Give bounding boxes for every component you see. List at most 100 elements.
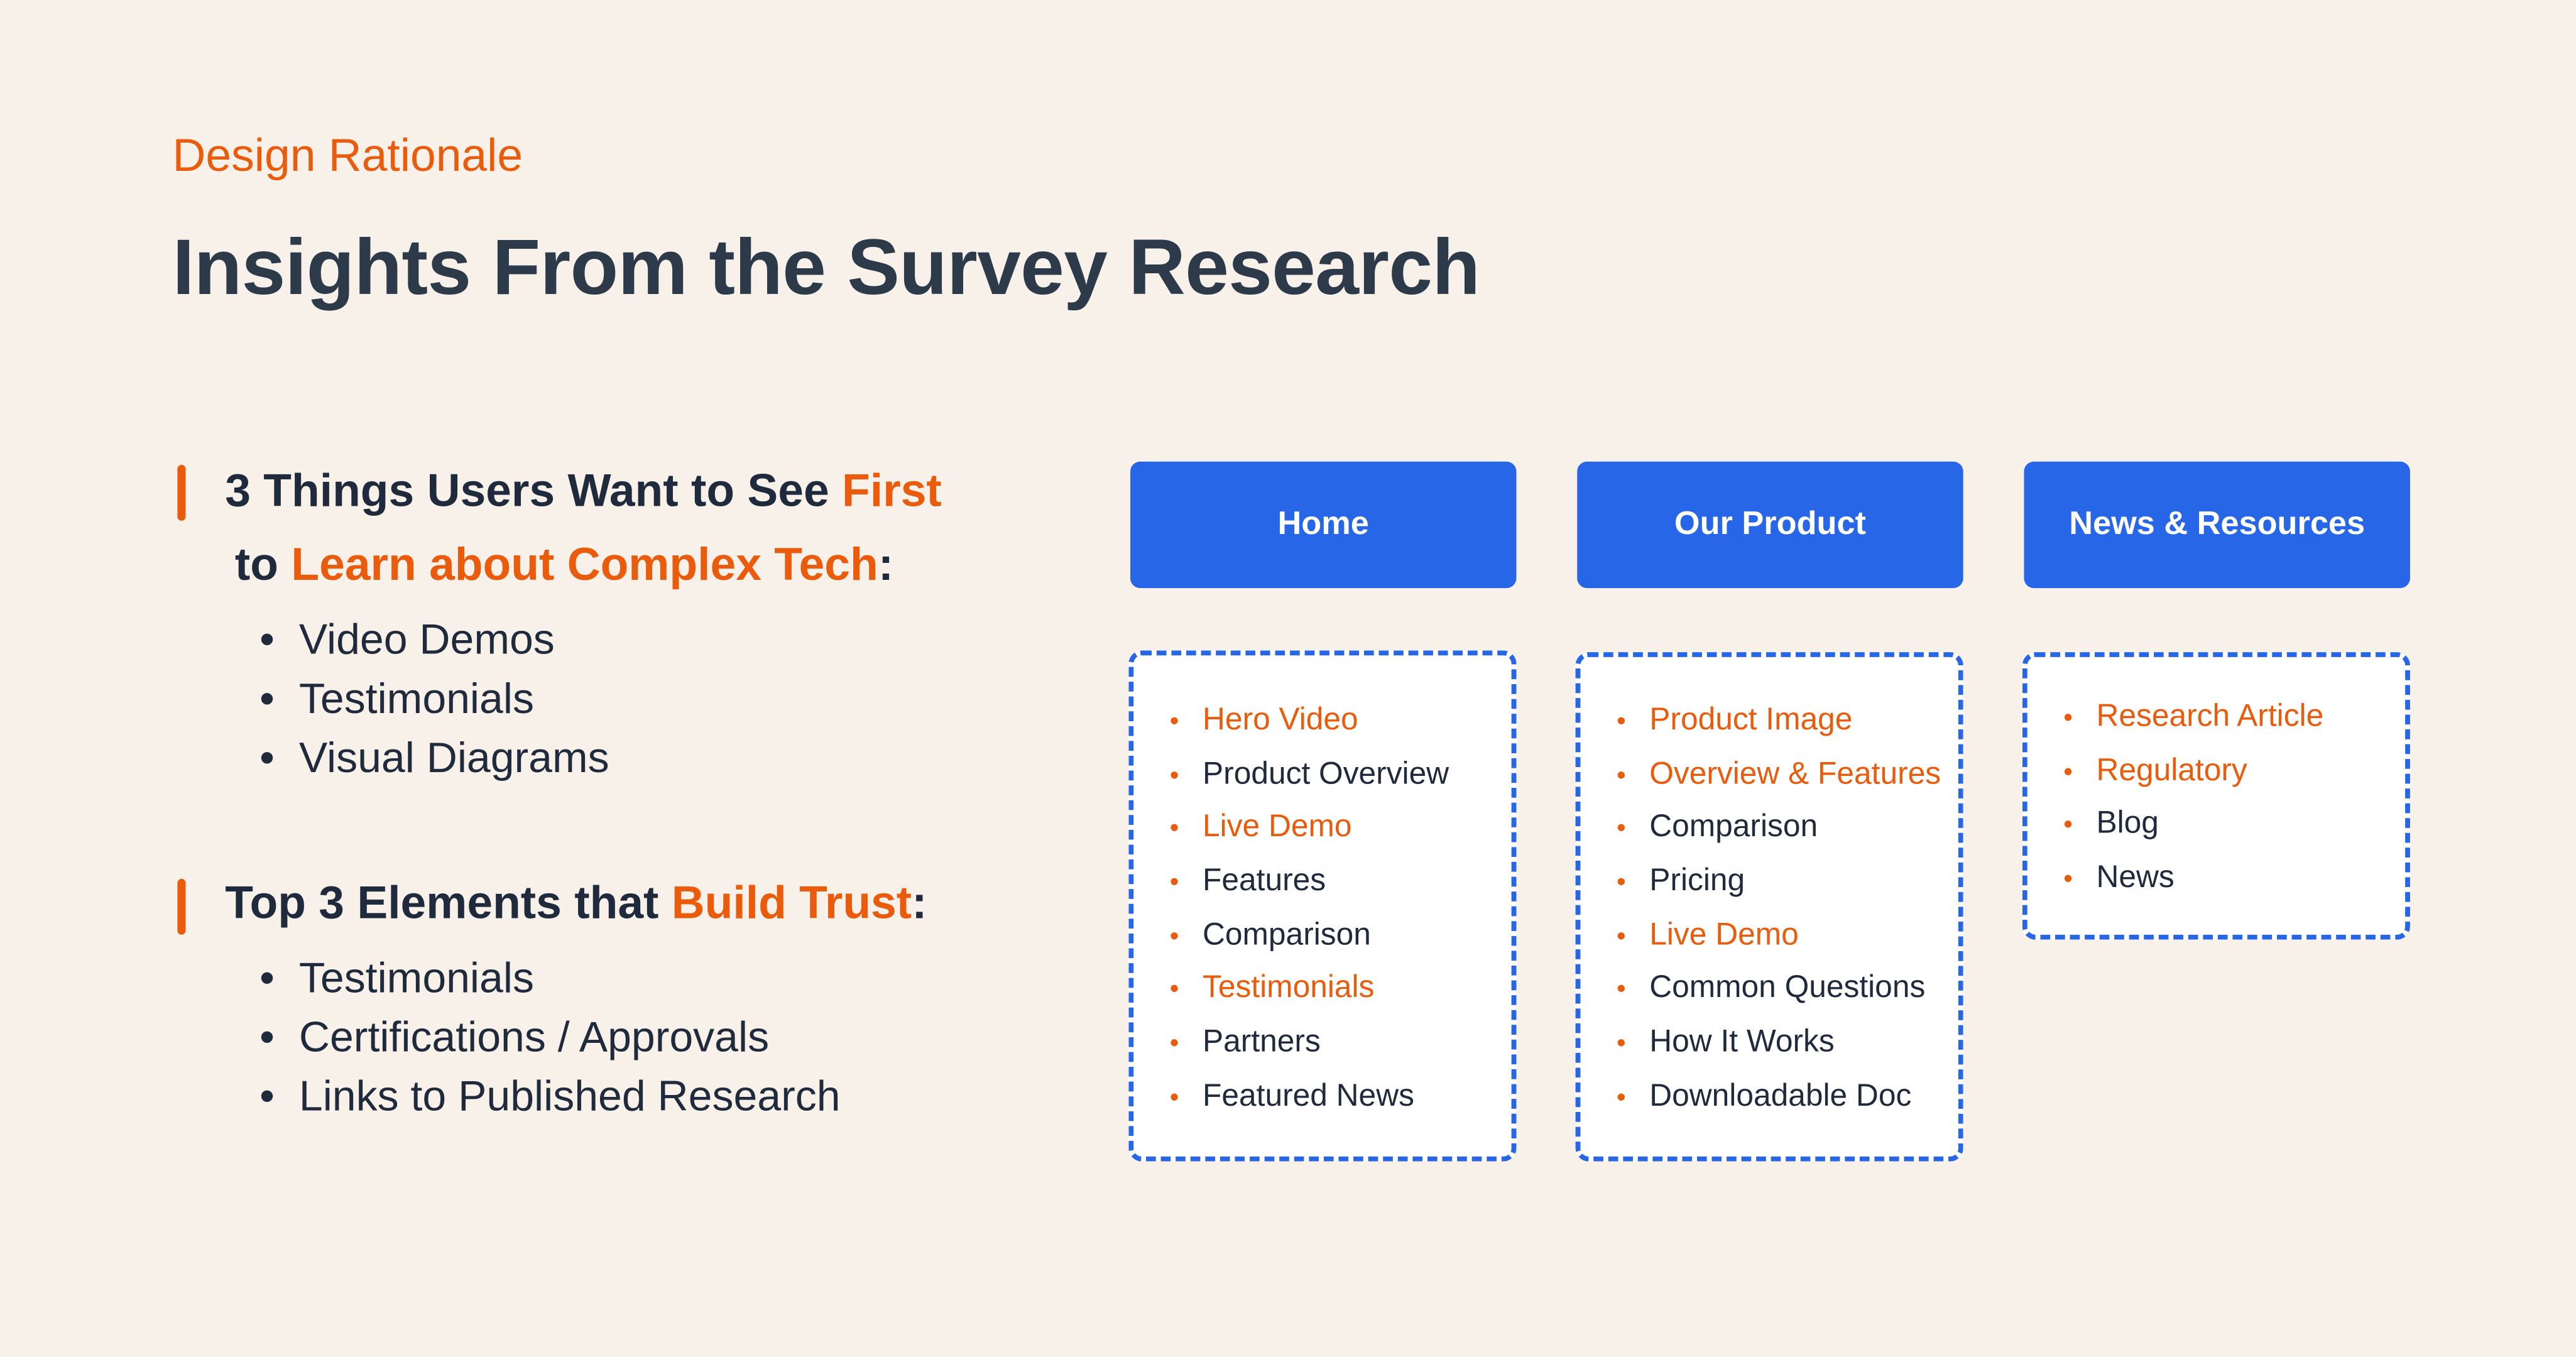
list-item-text: Pricing [1649,864,1745,899]
list-item-text: Research Article [2096,699,2324,734]
section1-heading-line2: to Learn about Complex Tech: [235,539,893,592]
list-item-text: How It Works [1649,1025,1835,1060]
list-item: • Certifications / Approvals [259,1012,769,1063]
list-item: • Video Demos [259,614,555,665]
list-item: • Comparison [1170,910,1449,963]
list-item: • Features [1170,856,1449,909]
list-item: • Product Overview [1170,749,1449,802]
bullet-icon: • [259,1011,275,1062]
list-item: • Featured News [1170,1071,1449,1124]
section1-heading-line1: 3 Things Users Want to See First [225,465,942,518]
list-item-text: Visual Diagrams [298,733,609,782]
list-item-text: Features [1203,864,1326,899]
list-item: • Product Image [1617,695,1941,748]
heading-highlight: Learn about Complex Tech [291,538,878,590]
bullet-icon: • [259,1071,275,1121]
list-item-text: Live Demo [1649,918,1799,952]
bullet-icon: • [1169,976,1179,1005]
list-item-text: Common Questions [1649,971,1926,1006]
bullet-icon: • [1616,976,1626,1005]
list-item: • Testimonials [259,673,534,724]
list-item: • Blog [2063,799,2323,853]
nav-button-home[interactable]: Home [1130,461,1517,589]
heading-text: Top 3 Elements that [225,877,672,929]
page-title: Insights From the Survey Research [172,225,1480,312]
list-item-text: Comparison [1649,810,1818,845]
bullet-icon: • [2063,812,2073,841]
list-item: • Pricing [1617,856,1941,909]
bullet-icon: • [2063,704,2073,733]
bullet-icon: • [1616,761,1626,790]
bullet-icon: • [1616,707,1626,736]
list-item: • Research Article [2063,692,2323,745]
bullet-icon: • [259,952,275,1003]
heading-text: : [912,877,927,929]
list-item: • Links to Published Research [259,1071,840,1122]
list-item-text: Blog [2096,807,2159,842]
list-item: • Overview & Features [1617,749,1941,802]
list-item-text: Regulatory [2096,753,2247,788]
list-item: • Live Demo [1617,910,1941,963]
bullet-icon: • [1169,1030,1179,1059]
bullet-icon: • [1616,922,1626,951]
list-item-text: News [2096,861,2175,896]
list-item-text: Testimonials [298,952,534,1003]
bullet-icon: • [1616,815,1626,844]
bullet-icon: • [1169,922,1179,951]
list-item: • News [2063,853,2323,906]
list-item: • Live Demo [1170,802,1449,856]
list-item-text: Hero Video [1203,703,1358,738]
nav-button-our-product[interactable]: Our Product [1577,461,1963,589]
bullet-icon: • [259,614,275,664]
list-item-text: Video Demos [298,614,555,664]
list-item-text: Product Image [1649,703,1853,738]
list-item-text: Comparison [1203,918,1371,952]
list-item-text: Testimonials [1203,971,1375,1006]
list-item-text: Downloadable Doc [1649,1079,1912,1114]
our-product-content-box: • Product Image • Overview & Features • Compa… [1575,652,1963,1162]
nav-button-news-resources[interactable]: News & Resources [2024,461,2410,589]
list-item: • Testimonials [259,953,534,1004]
list-item: • Downloadable Doc [1617,1071,1941,1124]
bullet-icon: • [1616,869,1626,897]
bullet-icon: • [1169,707,1179,736]
list-item-text: Links to Published Research [298,1071,841,1121]
bullet-icon: • [1169,869,1179,897]
section2-heading: Top 3 Elements that Build Trust: [225,877,927,930]
bullet-icon: • [1169,815,1179,844]
home-content-box: • Hero Video • Product Overview • Live Demo • F… [1128,650,1517,1162]
bullet-icon: • [2063,866,2073,894]
list-item: • How It Works [1617,1017,1941,1071]
heading-text: 3 Things Users Want to See [225,464,843,516]
list-item: • Hero Video [1170,695,1449,748]
news-resources-content-box: • Research Article • Regulatory • Blog • News [2022,652,2410,940]
list-item: • Common Questions [1617,963,1941,1016]
bullet-icon: • [1169,761,1179,790]
bullet-icon: • [259,673,275,723]
heading-highlight: Build Trust [671,877,912,929]
list-item-text: Product Overview [1203,756,1449,792]
list-item: • Regulatory [2063,745,2323,798]
heading-highlight: First [842,464,942,516]
heading-text: to [234,538,292,590]
list-item: • Testimonials [1170,963,1449,1016]
bullet-icon: • [2063,758,2073,787]
bullet-icon: • [259,733,275,782]
list-item-text: Partners [1203,1025,1321,1060]
list-item-text: Featured News [1203,1079,1414,1114]
list-item: • Visual Diagrams [259,733,609,783]
accent-bar [177,464,186,521]
list-item-text: Overview & Features [1649,756,1941,792]
list-item-text: Certifications / Approvals [298,1011,770,1062]
list-item-text: Live Demo [1203,810,1352,845]
bullet-icon: • [1616,1030,1626,1059]
heading-text: : [878,538,894,590]
list-item: • Partners [1170,1017,1449,1071]
bullet-icon: • [1616,1084,1626,1112]
accent-bar [177,878,186,935]
eyebrow-label: Design Rationale [172,129,523,181]
bullet-icon: • [1169,1084,1179,1112]
list-item-text: Testimonials [298,673,534,723]
list-item: • Comparison [1617,802,1941,856]
